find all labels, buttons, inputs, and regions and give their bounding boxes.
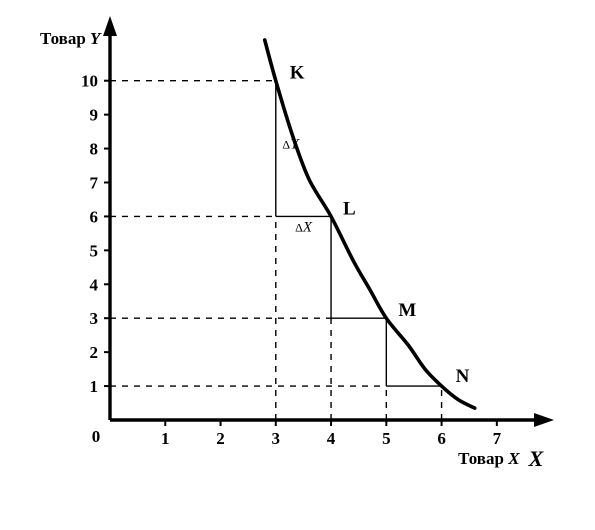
x-tick-label: 1 [161,429,170,448]
y-tick-label: 8 [90,140,99,159]
x-tick-label: 3 [272,429,281,448]
x-tick-label: 6 [437,429,446,448]
y-tick-label: 2 [90,343,99,362]
x-axis-label: Товар X [458,449,520,468]
indifference-curve-chart: 1 2 3 4 5 6 7 1 2 3 4 5 6 7 8 9 10 0 Товар Y Товар X X K L M N ΔY… [0,0,595,530]
y-tick-label: 4 [90,275,99,294]
point-label-N: N [456,366,470,387]
point-label-K: K [290,63,305,84]
x-var-label: X [528,446,545,471]
point-label-L: L [343,198,356,219]
x-tick-label: 4 [327,429,336,448]
y-tick-label: 1 [90,377,99,396]
y-tick-label: 5 [90,241,99,260]
x-tick-label: 7 [493,429,502,448]
x-tick-label: 5 [382,429,391,448]
point-label-M: M [398,300,416,321]
x-tick-label: 2 [216,429,225,448]
y-tick-label: 7 [90,174,99,193]
y-tick-label: 9 [90,106,99,125]
y-tick-label: 3 [90,309,99,328]
y-axis-label: Товар Y [40,29,102,48]
y-tick-label: 10 [81,72,98,91]
delta-x-label: ΔX [295,220,313,236]
chart-container: { "canvas": { "width": 595, "height": 53… [0,0,595,530]
y-tick-label: 6 [90,207,99,226]
origin-label: 0 [92,427,101,446]
delta-y-label: ΔY [282,137,300,153]
